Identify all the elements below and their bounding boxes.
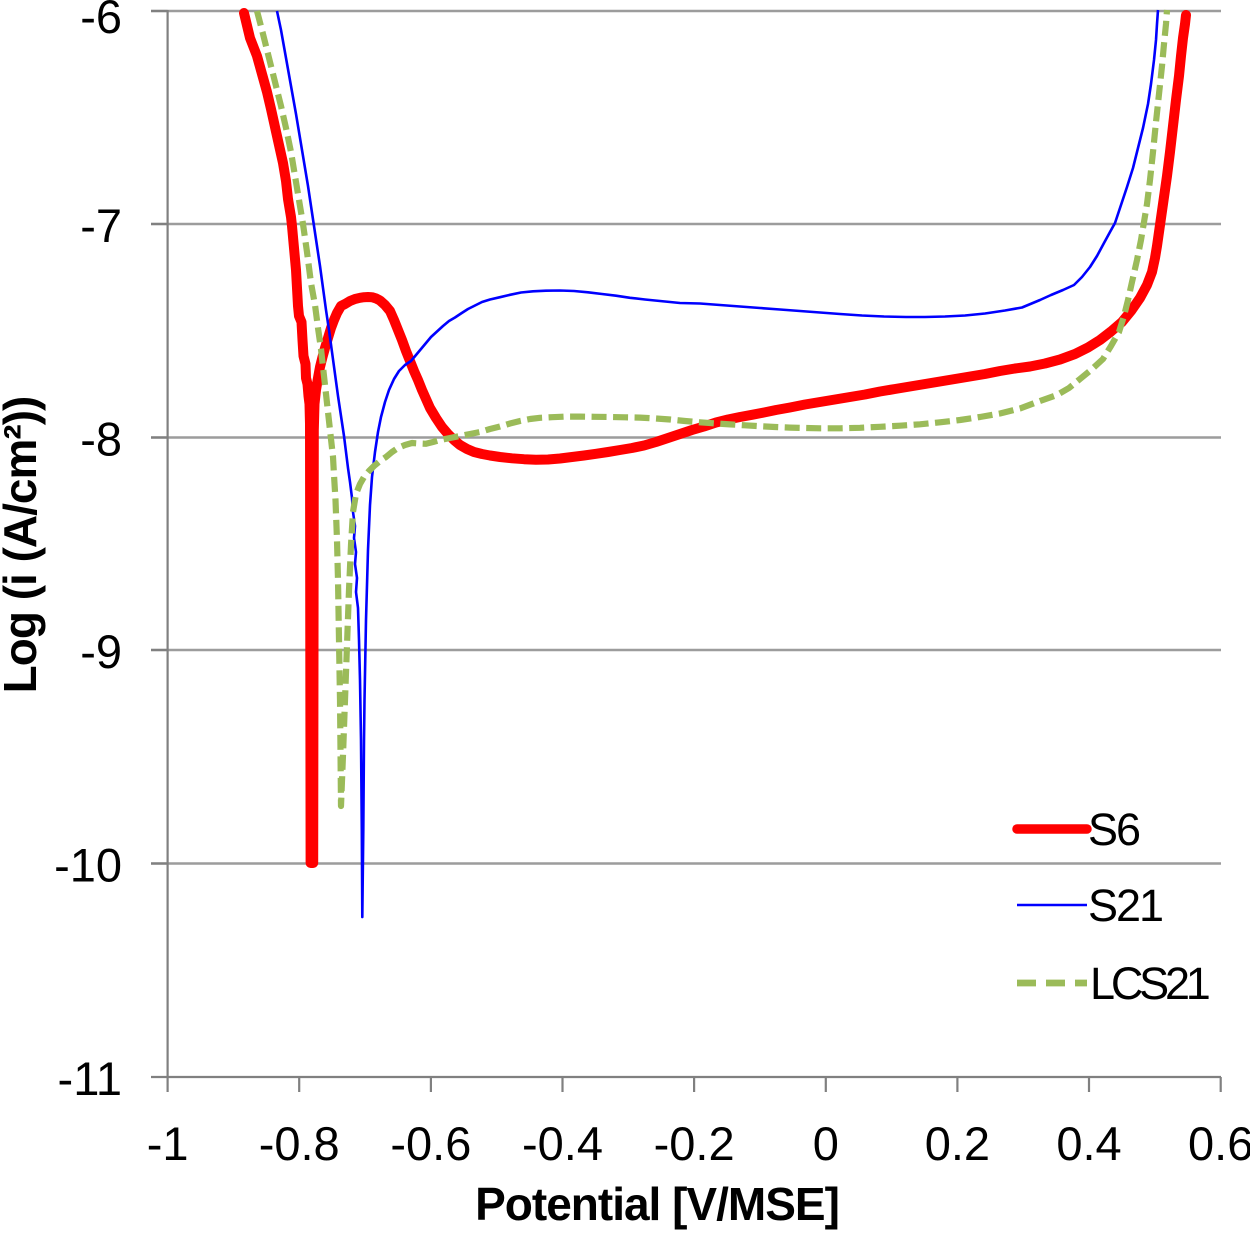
svg-text:-11: -11	[58, 1052, 122, 1105]
svg-text:-8: -8	[80, 412, 122, 465]
svg-text:-1: -1	[147, 1117, 189, 1170]
svg-text:-0.4: -0.4	[522, 1117, 603, 1170]
svg-text:-0.8: -0.8	[259, 1117, 340, 1170]
svg-text:S6: S6	[1088, 804, 1140, 855]
svg-text:0: 0	[813, 1117, 839, 1170]
svg-text:0.4: 0.4	[1056, 1117, 1121, 1170]
svg-text:-10: -10	[54, 838, 122, 891]
svg-text:-0.6: -0.6	[390, 1117, 471, 1170]
svg-text:0.2: 0.2	[925, 1117, 990, 1170]
svg-text:-6: -6	[80, 0, 122, 43]
svg-text:Potential [V/MSE]: Potential [V/MSE]	[475, 1178, 839, 1230]
svg-text:Log (i (A/cm²)): Log (i (A/cm²))	[0, 397, 46, 694]
svg-text:S21: S21	[1088, 880, 1162, 931]
svg-text:-7: -7	[80, 199, 122, 252]
svg-text:LCS21: LCS21	[1090, 958, 1209, 1009]
svg-text:-9: -9	[80, 625, 122, 678]
svg-text:-0.2: -0.2	[654, 1117, 735, 1170]
svg-text:0.6: 0.6	[1188, 1117, 1250, 1170]
